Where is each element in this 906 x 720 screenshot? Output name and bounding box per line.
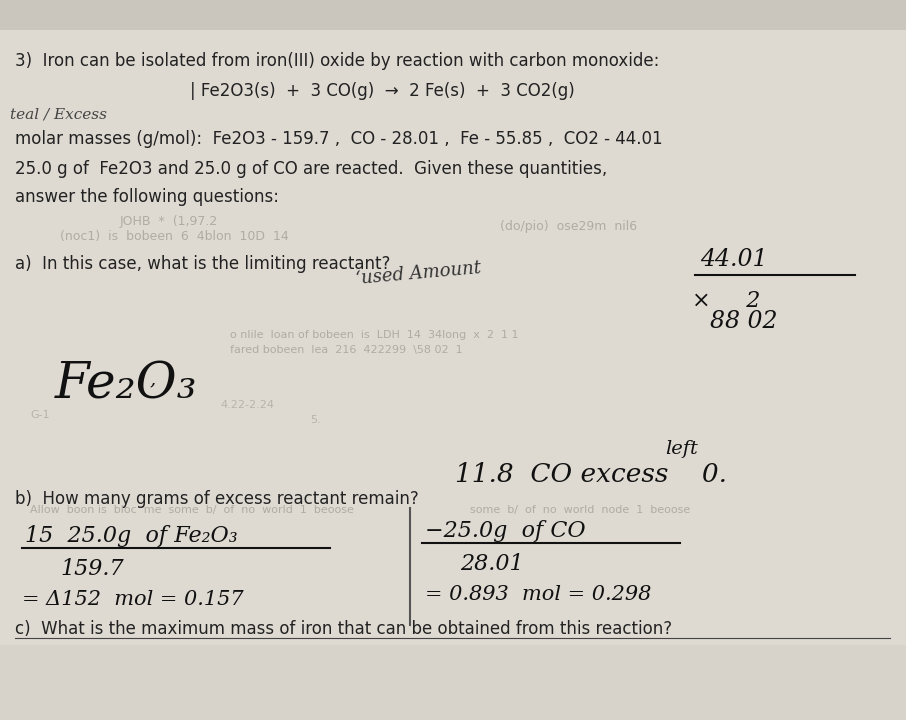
Text: 3)  Iron can be isolated from iron(III) oxide by reaction with carbon monoxide:: 3) Iron can be isolated from iron(III) o… xyxy=(15,52,660,70)
Text: 11.8  CO excess    0.: 11.8 CO excess 0. xyxy=(455,462,727,487)
Text: −25.0g  of CO: −25.0g of CO xyxy=(425,520,585,542)
Text: 88 02: 88 02 xyxy=(710,310,777,333)
Text: (do/pio)  ose29m  nil6: (do/pio) ose29m nil6 xyxy=(500,220,637,233)
Text: Allow  boon is  bloc  me  some  b/  of  no  world  1  beoose: Allow boon is bloc me some b/ of no worl… xyxy=(30,505,354,515)
Text: 4.22-2.24: 4.22-2.24 xyxy=(220,400,274,410)
Text: Fe₂O₃: Fe₂O₃ xyxy=(55,360,198,410)
Text: b)  How many grams of excess reactant remain?: b) How many grams of excess reactant rem… xyxy=(15,490,419,508)
Text: 25.0 g of  Fe2O3 and 25.0 g of CO are reacted.  Given these quantities,: 25.0 g of Fe2O3 and 25.0 g of CO are rea… xyxy=(15,160,607,178)
Text: molar masses (g/mol):  Fe2O3 - 159.7 ,  CO - 28.01 ,  Fe - 55.85 ,  CO2 - 44.01: molar masses (g/mol): Fe2O3 - 159.7 , CO… xyxy=(15,130,662,148)
Text: | Fe2O3(s)  +  3 CO(g)  →  2 Fe(s)  +  3 CO2(g): | Fe2O3(s) + 3 CO(g) → 2 Fe(s) + 3 CO2(g… xyxy=(190,82,574,100)
Bar xyxy=(0,645,906,720)
Text: some  b/  of  no  world  node  1  beoose: some b/ of no world node 1 beoose xyxy=(470,505,690,515)
Text: left: left xyxy=(665,440,698,458)
Text: 28.01: 28.01 xyxy=(460,553,524,575)
Text: ×     2: × 2 xyxy=(692,290,760,312)
Text: = 0.893  mol = 0.298: = 0.893 mol = 0.298 xyxy=(425,585,651,604)
Text: G-1: G-1 xyxy=(30,410,50,420)
Text: teal / Excess: teal / Excess xyxy=(10,108,107,122)
Text: ‘used Amount: ‘used Amount xyxy=(355,259,482,288)
Text: JOHB  *  (1,97.2: JOHB * (1,97.2 xyxy=(120,215,218,228)
Bar xyxy=(0,0,906,30)
Text: 44.01: 44.01 xyxy=(700,248,767,271)
Text: (noc1)  is  bobeen  6  4blon  10D  14: (noc1) is bobeen 6 4blon 10D 14 xyxy=(60,230,289,243)
Text: ,: , xyxy=(150,370,156,388)
Text: fared bobeen  lea  216  422299  \58 02  1: fared bobeen lea 216 422299 \58 02 1 xyxy=(230,345,463,355)
Text: c)  What is the maximum mass of iron that can be obtained from this reaction?: c) What is the maximum mass of iron that… xyxy=(15,620,672,638)
Text: o nlile  loan of bobeen  is  LDH  14  34long  x  2  1 1: o nlile loan of bobeen is LDH 14 34long … xyxy=(230,330,518,340)
Text: 159.7: 159.7 xyxy=(60,558,123,580)
Text: 15  25.0g  of Fe₂O₃: 15 25.0g of Fe₂O₃ xyxy=(25,525,237,547)
Text: 5.: 5. xyxy=(310,415,321,425)
Text: = Δ152  mol = 0.157: = Δ152 mol = 0.157 xyxy=(22,590,244,609)
Text: answer the following questions:: answer the following questions: xyxy=(15,188,279,206)
Text: a)  In this case, what is the limiting reactant?: a) In this case, what is the limiting re… xyxy=(15,255,390,273)
